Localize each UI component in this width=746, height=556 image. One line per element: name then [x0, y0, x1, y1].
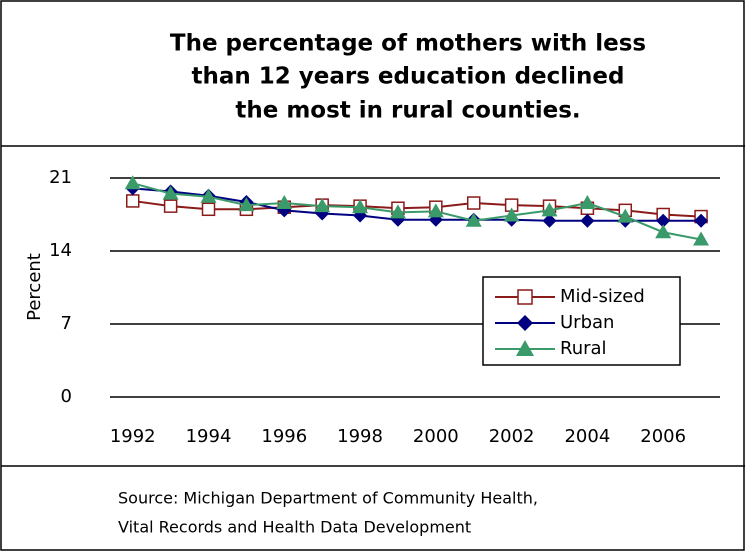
marker [200, 188, 217, 203]
marker [503, 207, 520, 222]
x-tick-label: 2000 [413, 426, 459, 447]
x-tick-label: 1996 [261, 426, 307, 447]
chart-title: the most in rural counties. [235, 98, 580, 124]
y-tick-label: 21 [49, 167, 72, 188]
marker [656, 213, 671, 228]
marker [389, 204, 406, 219]
legend-label: Rural [560, 338, 607, 359]
marker [542, 213, 557, 228]
chart-title: The percentage of mothers with less [170, 31, 646, 57]
legend-label: Mid-sized [560, 286, 645, 307]
marker [693, 231, 710, 246]
y-tick-label: 7 [61, 313, 72, 334]
legend-label: Urban [560, 312, 614, 333]
legend [482, 276, 681, 366]
marker [276, 195, 293, 210]
marker [579, 195, 596, 210]
y-axis-label: Percent [24, 253, 45, 321]
marker [124, 175, 141, 190]
y-tick-label: 0 [61, 386, 72, 407]
x-tick-label: 2002 [489, 426, 535, 447]
marker [162, 185, 179, 200]
series-line [132, 187, 702, 222]
legend-marker [517, 289, 533, 305]
marker [427, 203, 444, 218]
legend-marker [517, 315, 533, 331]
marker [125, 194, 140, 208]
x-tick-label: 2004 [564, 426, 610, 447]
marker [580, 213, 595, 228]
legend-marker [516, 340, 534, 356]
marker [694, 213, 709, 228]
x-tick-label: 1994 [186, 426, 232, 447]
marker [163, 199, 178, 213]
marker [238, 197, 255, 212]
source: Source: Michigan Department of Community… [118, 489, 538, 508]
series-line [132, 182, 702, 241]
chart-title: than 12 years education declined [192, 64, 625, 90]
marker [466, 196, 481, 210]
x-tick-label: 1998 [337, 426, 383, 447]
y-tick-label: 14 [49, 240, 72, 261]
x-tick-label: 1992 [110, 426, 156, 447]
marker [541, 202, 558, 217]
marker [352, 199, 369, 214]
marker [655, 224, 672, 239]
marker [314, 198, 331, 213]
marker [617, 208, 634, 223]
source: Vital Records and Health Data Developmen… [118, 518, 471, 537]
marker [201, 202, 216, 217]
marker [465, 212, 482, 227]
x-tick-label: 2006 [640, 426, 686, 447]
